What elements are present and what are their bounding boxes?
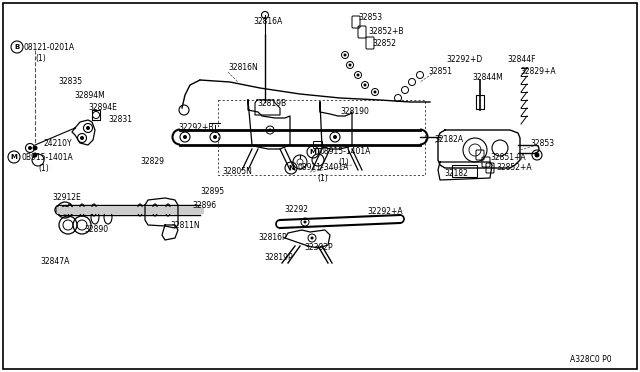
Text: 32382P: 32382P [304, 243, 333, 251]
Text: 32182A: 32182A [434, 135, 463, 144]
Text: M: M [310, 149, 316, 155]
Text: 08121-0201A: 08121-0201A [24, 42, 75, 51]
Text: 32292+A: 32292+A [367, 208, 403, 217]
Text: 32292: 32292 [284, 205, 308, 214]
Circle shape [28, 146, 32, 150]
Circle shape [33, 145, 38, 151]
Text: 32895: 32895 [200, 187, 224, 196]
Text: 32894E: 32894E [88, 103, 117, 112]
Text: 32912E: 32912E [52, 193, 81, 202]
Text: 32816N: 32816N [228, 64, 258, 73]
Circle shape [269, 128, 271, 131]
Text: 32829: 32829 [140, 157, 164, 167]
Text: 32851+A: 32851+A [490, 153, 525, 161]
Text: A328C0 P0: A328C0 P0 [570, 356, 612, 365]
Circle shape [364, 83, 367, 87]
Text: 32851: 32851 [428, 67, 452, 77]
Text: B: B [14, 44, 20, 50]
Circle shape [183, 135, 187, 139]
Text: 32819P: 32819P [264, 253, 292, 263]
Text: 32182: 32182 [444, 170, 468, 179]
Circle shape [86, 126, 90, 130]
Circle shape [80, 136, 84, 140]
Text: 32844M: 32844M [472, 74, 503, 83]
Text: 32816P: 32816P [258, 234, 287, 243]
Text: 32844F: 32844F [507, 55, 536, 64]
Circle shape [344, 54, 346, 57]
Text: 32852+A: 32852+A [496, 164, 532, 173]
Text: 32853: 32853 [530, 138, 554, 148]
Circle shape [213, 135, 217, 139]
Circle shape [310, 237, 314, 240]
Text: 32890: 32890 [84, 225, 108, 234]
Text: 08911-3401A: 08911-3401A [298, 164, 349, 173]
Text: 0B915-1401A: 0B915-1401A [22, 153, 74, 161]
Text: 24210Y: 24210Y [44, 138, 72, 148]
Circle shape [33, 153, 38, 157]
Circle shape [374, 90, 376, 93]
Text: 32819B: 32819B [257, 99, 286, 108]
Text: M: M [11, 154, 17, 160]
Text: 32852: 32852 [372, 38, 396, 48]
Text: (1): (1) [317, 174, 328, 183]
Circle shape [349, 64, 351, 67]
Text: 32292+D: 32292+D [446, 55, 483, 64]
Text: 32829+A: 32829+A [520, 67, 556, 76]
Text: 32896: 32896 [192, 201, 216, 209]
Text: 32853: 32853 [358, 13, 382, 22]
Circle shape [534, 153, 540, 157]
Text: 32847A: 32847A [40, 257, 69, 266]
Text: 32816A: 32816A [253, 17, 282, 26]
Text: 32831: 32831 [108, 115, 132, 125]
Text: 32292+B: 32292+B [178, 124, 214, 132]
Text: 32811N: 32811N [170, 221, 200, 231]
Text: (1): (1) [38, 164, 49, 173]
Text: (1): (1) [35, 54, 45, 62]
Text: 328190: 328190 [340, 108, 369, 116]
Text: 32805N: 32805N [222, 167, 252, 176]
Text: 08915-1401A: 08915-1401A [320, 148, 371, 157]
Text: 32835: 32835 [58, 77, 82, 87]
Text: 32852+B: 32852+B [368, 26, 403, 35]
Text: (1): (1) [338, 158, 349, 167]
Circle shape [333, 135, 337, 139]
Circle shape [303, 221, 307, 224]
Text: 32894M: 32894M [74, 90, 105, 99]
Text: N: N [288, 165, 294, 171]
Circle shape [356, 74, 360, 77]
